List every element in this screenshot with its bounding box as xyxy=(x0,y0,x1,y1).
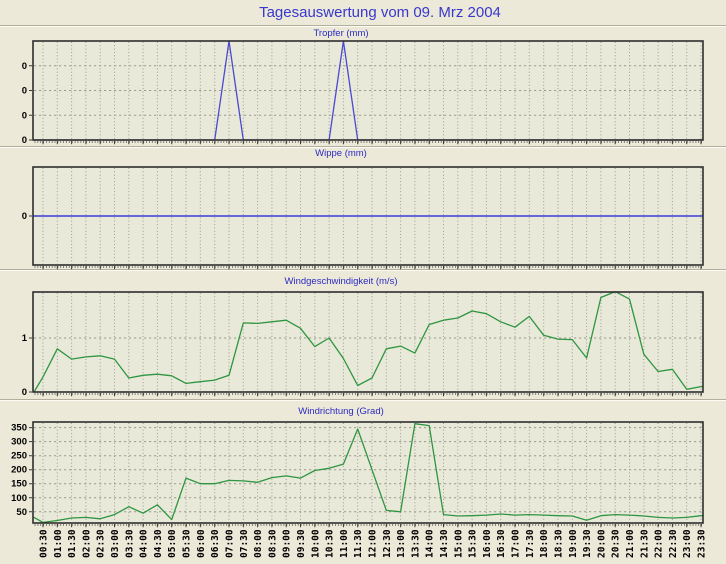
x-axis-label: 03:00 xyxy=(110,529,121,558)
x-axis-label: 12:30 xyxy=(382,529,393,558)
x-axis-label: 22:30 xyxy=(668,529,679,558)
plot-area xyxy=(33,41,703,140)
x-axis-label: 08:30 xyxy=(267,529,278,558)
x-axis-label: 13:30 xyxy=(410,529,421,558)
x-axis-label: 17:30 xyxy=(525,529,536,558)
x-axis-label: 19:30 xyxy=(582,529,593,558)
x-axis-label: 20:00 xyxy=(596,529,607,558)
y-axis-label: 0 xyxy=(22,110,27,121)
chart-title-wippe: Wippe (mm) xyxy=(315,148,367,159)
x-axis-label: 20:30 xyxy=(611,529,622,558)
chart-windgeschwindigkeit: 10 xyxy=(22,290,704,398)
x-axis-label: 14:30 xyxy=(439,529,450,558)
x-axis-label: 07:00 xyxy=(225,529,236,558)
y-axis-label: 0 xyxy=(22,387,27,398)
x-axis-label: 02:30 xyxy=(96,529,107,558)
y-axis-label: 50 xyxy=(16,507,27,518)
x-axis-label: 19:00 xyxy=(568,529,579,558)
chart-windrichtung: 350 300 250 200 150 100 50 00:30 01:00 01:30 02:00… xyxy=(11,421,708,558)
y-axis-ticks xyxy=(29,65,32,141)
x-axis-label: 04:30 xyxy=(153,529,164,558)
horizontal-gridlines xyxy=(34,65,702,116)
x-axis-label: 04:00 xyxy=(139,529,150,558)
plot-area xyxy=(33,422,703,523)
x-axis-label: 01:00 xyxy=(53,529,64,558)
page-title: Tagesauswertung vom 09. Mrz 2004 xyxy=(259,4,501,21)
chart-title-windgeschwindigkeit: Windgeschwindigkeit (m/s) xyxy=(284,276,398,287)
y-axis-ticks xyxy=(29,337,32,393)
x-axis-label: 10:30 xyxy=(325,529,336,558)
series-windgeschwindigkeit xyxy=(33,290,703,393)
major-ticks xyxy=(42,393,702,397)
y-axis-label: 1 xyxy=(22,333,28,344)
x-axis-label: 05:00 xyxy=(167,529,178,558)
x-axis-label: 22:00 xyxy=(654,529,665,558)
chart-title-windrichtung: Windrichtung (Grad) xyxy=(298,406,384,417)
x-axis-label: 09:00 xyxy=(282,529,293,558)
plot-border xyxy=(32,166,704,266)
y-axis-label: 100 xyxy=(11,493,27,504)
x-axis-label: 21:30 xyxy=(639,529,650,558)
chart-tropfer: 0 0 0 0 xyxy=(22,40,704,146)
x-axis-label: 00:30 xyxy=(39,529,50,558)
vertical-gridlines xyxy=(42,423,702,522)
x-axis-label: 11:30 xyxy=(353,529,364,558)
x-axis-label: 03:30 xyxy=(124,529,135,558)
minor-ticks xyxy=(34,266,702,268)
x-axis-label: 21:00 xyxy=(625,529,636,558)
y-axis-label: 200 xyxy=(11,465,27,476)
minor-ticks xyxy=(34,393,702,395)
x-axis-label: 07:30 xyxy=(239,529,250,558)
minor-ticks xyxy=(34,524,702,526)
y-axis-label: 150 xyxy=(11,479,27,490)
y-axis-label: 300 xyxy=(11,437,27,448)
y-axis-label: 350 xyxy=(11,423,27,434)
separator xyxy=(0,25,726,27)
x-axis-label: 16:30 xyxy=(496,529,507,558)
minor-ticks xyxy=(34,141,702,143)
separator xyxy=(0,146,726,148)
plot-border xyxy=(32,291,704,393)
x-axis-label: 23:00 xyxy=(682,529,693,558)
major-ticks xyxy=(42,141,702,145)
separator xyxy=(0,269,726,271)
x-axis-label: 15:30 xyxy=(468,529,479,558)
x-axis-label: 06:30 xyxy=(210,529,221,558)
x-axis-label: 14:00 xyxy=(425,529,436,558)
x-axis-label: 17:00 xyxy=(511,529,522,558)
chart-wippe: 0 xyxy=(22,166,704,270)
y-axis-label: 0 xyxy=(22,135,27,146)
x-axis-label: 15:00 xyxy=(453,529,464,558)
x-axis-label: 09:30 xyxy=(296,529,307,558)
separator xyxy=(0,399,726,401)
major-ticks xyxy=(42,266,702,270)
y-axis-ticks xyxy=(29,427,32,513)
x-axis-label: 18:00 xyxy=(539,529,550,558)
x-axis-label: 01:30 xyxy=(67,529,78,558)
major-ticks xyxy=(42,524,702,528)
y-axis-label: 0 xyxy=(22,211,27,222)
y-axis-label: 250 xyxy=(11,451,27,462)
plot-border xyxy=(32,40,704,141)
y-axis-label: 0 xyxy=(22,86,27,97)
chart-title-tropfer: Tropfer (mm) xyxy=(313,28,369,39)
x-axis-label: 12:00 xyxy=(368,529,379,558)
y-axis-label: 0 xyxy=(22,61,27,72)
x-axis-label: 18:30 xyxy=(554,529,565,558)
x-axis-label: 02:00 xyxy=(81,529,92,558)
x-axis-label: 11:00 xyxy=(339,529,350,558)
x-axis-label: 13:00 xyxy=(396,529,407,558)
x-axis-label: 16:00 xyxy=(482,529,493,558)
plot-border xyxy=(32,421,704,524)
x-axis-label: 06:00 xyxy=(196,529,207,558)
x-axis-label: 23:30 xyxy=(697,529,708,558)
x-axis-label: 10:00 xyxy=(310,529,321,558)
x-axis-label: 08:00 xyxy=(253,529,264,558)
series-windrichtung xyxy=(33,423,703,524)
x-axis-label: 05:30 xyxy=(182,529,193,558)
